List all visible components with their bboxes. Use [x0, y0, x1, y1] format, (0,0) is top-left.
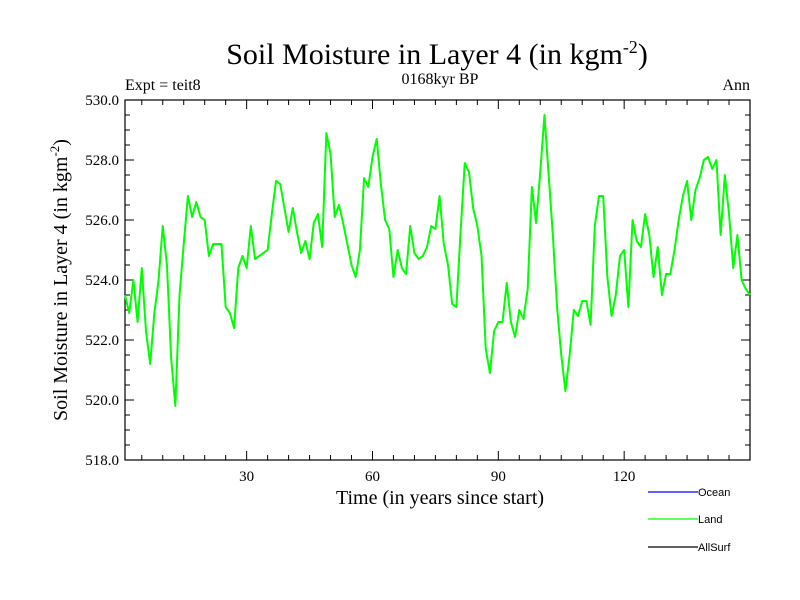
legend: Ocean Land AllSurf — [648, 487, 731, 554]
y-tick-label: 520.0 — [85, 393, 119, 409]
x-tick-label: 120 — [613, 469, 636, 485]
x-tick-label: 60 — [365, 469, 380, 485]
series-line-land — [124, 114, 751, 407]
y-axis-label: Soil Moisture in Layer 4 (in kgm-2) — [47, 139, 72, 421]
y-tick-label: 530.0 — [85, 93, 119, 109]
series-layer — [124, 114, 751, 407]
y-tick-label: 528.0 — [85, 153, 119, 169]
y-tick-label: 518.0 — [85, 453, 119, 469]
x-axis: 30 60 90 120 — [141, 100, 730, 485]
y-tick-label: 524.0 — [85, 273, 119, 289]
y-axis-label-superscript: -2 — [47, 146, 62, 157]
y-tick-label: 522.0 — [85, 333, 119, 349]
legend-label-land: Land — [698, 514, 722, 526]
x-tick-label: 30 — [239, 469, 254, 485]
chart-title-main: Soil Moisture in Layer 4 (in kgm — [226, 38, 623, 71]
chart-title-superscript: -2 — [623, 37, 638, 57]
subtitle-experiment: Expt = teit8 — [125, 77, 201, 94]
y-axis-label-end: ) — [50, 139, 72, 146]
y-axis: 518.0 520.0 522.0 524.0 526.0 528.0 530.0 — [85, 93, 750, 469]
y-axis-label-main: Soil Moisture in Layer 4 (in kgm — [50, 156, 72, 421]
x-axis-label: Time (in years since start) — [336, 487, 544, 509]
plot-frame — [124, 99, 751, 461]
legend-item-ocean: Ocean — [648, 487, 730, 499]
chart-title: Soil Moisture in Layer 4 (in kgm-2) — [226, 37, 648, 71]
y-tick-label: 526.0 — [85, 213, 119, 229]
chart-title-end: ) — [638, 38, 648, 71]
legend-label-ocean: Ocean — [698, 487, 730, 499]
x-tick-label: 90 — [491, 469, 506, 485]
legend-item-allsurf: AllSurf — [648, 542, 731, 554]
legend-label-allsurf: AllSurf — [698, 542, 731, 554]
legend-item-land: Land — [648, 514, 722, 526]
subtitle-season: Ann — [722, 77, 750, 94]
subtitle-period: 0168kyr BP — [402, 71, 479, 88]
